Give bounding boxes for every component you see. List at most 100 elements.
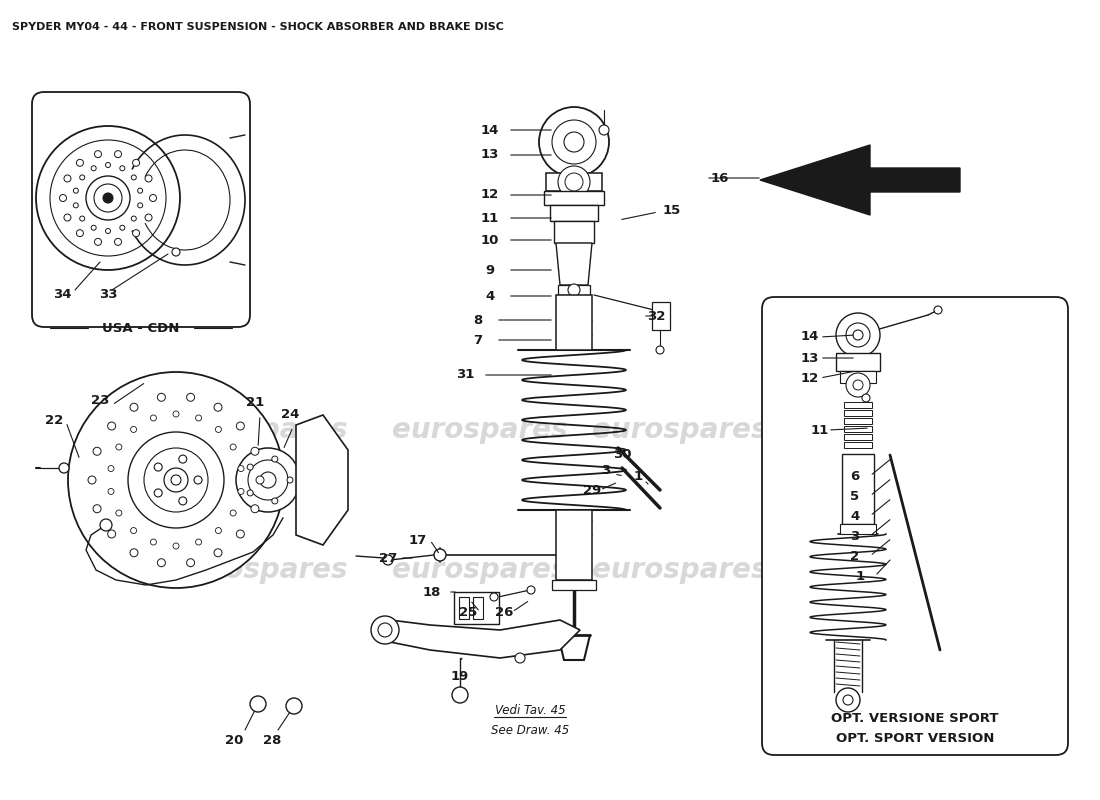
Text: 12: 12 [801,371,820,385]
Text: 14: 14 [481,123,499,137]
Circle shape [108,489,114,494]
Circle shape [846,323,870,347]
Circle shape [836,688,860,712]
Text: 6: 6 [850,470,859,482]
Text: 11: 11 [811,423,829,437]
Circle shape [656,346,664,354]
Circle shape [173,411,179,417]
Circle shape [151,415,156,421]
Text: 8: 8 [473,314,483,326]
Circle shape [133,230,140,237]
Circle shape [194,476,202,484]
Circle shape [383,555,393,565]
Bar [844,410,872,416]
Text: 13: 13 [481,149,499,162]
Circle shape [116,510,122,516]
Circle shape [79,216,85,221]
Circle shape [934,306,942,314]
Circle shape [452,687,468,703]
Circle shape [154,489,162,497]
Circle shape [179,455,187,463]
Circle shape [131,527,136,534]
Circle shape [114,150,121,158]
Bar [842,454,874,524]
Circle shape [36,126,180,270]
Circle shape [106,162,110,167]
Circle shape [238,489,244,494]
Bar [844,418,872,424]
Circle shape [145,214,152,221]
Circle shape [76,159,84,166]
Polygon shape [379,620,580,658]
Circle shape [552,120,596,164]
Text: 17: 17 [409,534,427,546]
Circle shape [187,394,195,402]
Text: OPT. VERSIONE SPORT: OPT. VERSIONE SPORT [832,711,999,725]
Bar [556,295,592,350]
Circle shape [88,476,96,484]
Circle shape [196,539,201,545]
Circle shape [130,403,138,411]
FancyBboxPatch shape [762,297,1068,755]
Circle shape [843,695,852,705]
Circle shape [286,698,302,714]
Text: 33: 33 [99,289,118,302]
Circle shape [120,226,124,230]
Circle shape [600,125,609,135]
Circle shape [371,616,399,644]
Circle shape [106,229,110,234]
Bar [652,302,670,330]
Text: 28: 28 [263,734,282,746]
Circle shape [157,558,165,566]
Bar [844,442,872,448]
Circle shape [230,510,236,516]
Text: 15: 15 [663,203,681,217]
Circle shape [68,372,284,588]
Circle shape [846,373,870,397]
Text: eurospares: eurospares [173,556,348,584]
Text: 4: 4 [485,290,495,302]
Circle shape [852,330,864,340]
Bar [844,426,872,432]
Text: USA - CDN: USA - CDN [102,322,179,334]
Text: eurospares: eurospares [592,556,768,584]
Text: OPT. SPORT VERSION: OPT. SPORT VERSION [836,731,994,745]
Circle shape [250,696,266,712]
Circle shape [490,593,498,601]
Bar [840,524,876,534]
Circle shape [74,188,78,193]
Circle shape [128,432,224,528]
Circle shape [116,444,122,450]
Text: 18: 18 [422,586,441,598]
Circle shape [59,194,66,202]
Circle shape [103,193,113,203]
Text: 13: 13 [801,351,820,365]
Circle shape [179,497,187,505]
Circle shape [248,464,253,470]
Circle shape [230,444,236,450]
Text: eurospares: eurospares [393,416,568,444]
Bar [454,592,499,624]
Circle shape [59,463,69,473]
Text: 1: 1 [856,570,865,582]
Circle shape [151,539,156,545]
Circle shape [150,194,156,202]
Circle shape [196,415,201,421]
Text: 16: 16 [711,171,729,185]
Text: 24: 24 [280,409,299,422]
Circle shape [172,248,180,256]
Text: 4: 4 [850,510,859,522]
Circle shape [378,623,392,637]
Circle shape [214,549,222,557]
Text: 30: 30 [613,449,631,462]
Circle shape [138,188,143,193]
Circle shape [131,216,136,221]
FancyBboxPatch shape [32,92,250,327]
Circle shape [64,175,72,182]
Circle shape [539,107,609,177]
Bar [546,173,602,191]
Circle shape [108,466,114,471]
Circle shape [94,505,101,513]
Circle shape [173,543,179,549]
Bar [550,205,598,221]
